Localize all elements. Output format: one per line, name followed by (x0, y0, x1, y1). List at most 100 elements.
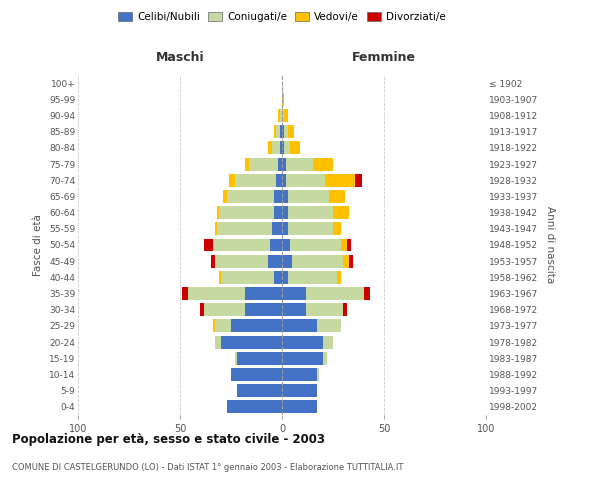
Bar (337, 271, 341, 284)
Bar (182, 287, 188, 300)
Text: Popolazione per età, sesso e stato civile - 2003: Popolazione per età, sesso e stato civil… (12, 432, 325, 446)
Bar (282, 238, 290, 252)
Bar (282, 125, 284, 138)
Bar (245, 304, 282, 316)
Bar (274, 271, 282, 284)
Bar (272, 142, 280, 154)
Bar (307, 304, 343, 316)
Bar (212, 320, 215, 332)
Bar (229, 174, 235, 186)
Bar (212, 238, 270, 252)
Bar (270, 238, 282, 252)
Bar (250, 158, 278, 170)
Bar (217, 222, 272, 235)
Bar (235, 174, 276, 186)
Bar (349, 254, 353, 268)
Bar (268, 142, 272, 154)
Bar (188, 287, 245, 300)
Bar (364, 287, 370, 300)
Bar (282, 222, 288, 235)
Bar (313, 158, 333, 170)
Bar (282, 304, 307, 316)
Bar (343, 304, 347, 316)
Bar (288, 190, 329, 203)
Bar (282, 206, 288, 219)
Bar (282, 190, 288, 203)
Bar (317, 320, 341, 332)
Bar (211, 254, 215, 268)
Bar (329, 190, 345, 203)
Bar (284, 142, 290, 154)
Bar (227, 400, 282, 413)
Bar (276, 125, 280, 138)
Bar (274, 125, 276, 138)
Bar (282, 352, 323, 365)
Bar (290, 238, 341, 252)
Bar (325, 174, 355, 186)
Bar (290, 142, 301, 154)
Bar (284, 125, 288, 138)
Legend: Celibi/Nubili, Coniugati/e, Vedovi/e, Divorziati/e: Celibi/Nubili, Coniugati/e, Vedovi/e, Di… (114, 8, 450, 26)
Bar (292, 254, 343, 268)
Bar (347, 238, 352, 252)
Bar (282, 158, 286, 170)
Bar (288, 125, 294, 138)
Bar (278, 158, 282, 170)
Bar (221, 336, 282, 348)
Bar (215, 222, 217, 235)
Bar (355, 174, 362, 186)
Bar (217, 206, 219, 219)
Bar (245, 158, 250, 170)
Bar (343, 254, 349, 268)
Bar (307, 287, 364, 300)
Bar (282, 384, 317, 397)
Bar (237, 384, 282, 397)
Bar (237, 352, 282, 365)
Bar (245, 287, 282, 300)
Bar (341, 238, 347, 252)
Bar (280, 142, 282, 154)
Bar (282, 254, 292, 268)
Bar (235, 352, 237, 365)
Text: Femmine: Femmine (352, 50, 416, 64)
Bar (280, 109, 282, 122)
Bar (286, 174, 325, 186)
Text: Maschi: Maschi (155, 50, 205, 64)
Bar (274, 206, 282, 219)
Bar (282, 109, 284, 122)
Y-axis label: Anni di nascita: Anni di nascita (545, 206, 554, 284)
Bar (282, 287, 307, 300)
Bar (333, 222, 341, 235)
Bar (282, 142, 284, 154)
Bar (282, 271, 288, 284)
Bar (223, 190, 227, 203)
Bar (205, 238, 212, 252)
Bar (333, 206, 349, 219)
Bar (219, 271, 221, 284)
Bar (288, 222, 333, 235)
Bar (221, 271, 274, 284)
Bar (227, 190, 274, 203)
Y-axis label: Fasce di età: Fasce di età (34, 214, 43, 276)
Bar (317, 368, 319, 381)
Bar (278, 109, 280, 122)
Bar (288, 271, 337, 284)
Bar (231, 368, 282, 381)
Bar (288, 206, 333, 219)
Bar (282, 320, 317, 332)
Bar (215, 336, 221, 348)
Bar (282, 93, 284, 106)
Bar (231, 320, 282, 332)
Bar (286, 158, 313, 170)
Bar (323, 336, 333, 348)
Bar (268, 254, 282, 268)
Bar (200, 304, 205, 316)
Bar (205, 304, 245, 316)
Bar (274, 190, 282, 203)
Bar (219, 206, 274, 219)
Text: COMUNE DI CASTELGERUNDO (LO) - Dati ISTAT 1° gennaio 2003 - Elaborazione TUTTITA: COMUNE DI CASTELGERUNDO (LO) - Dati ISTA… (12, 462, 403, 471)
Bar (284, 109, 288, 122)
Bar (323, 352, 327, 365)
Bar (282, 400, 317, 413)
Bar (282, 336, 323, 348)
